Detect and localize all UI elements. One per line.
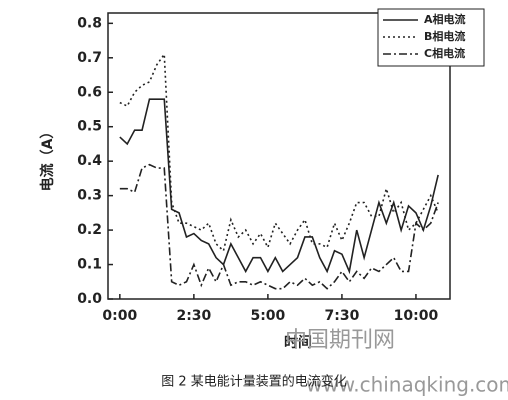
- series-line: [119, 52, 439, 253]
- watermark: 中国期刊网: [285, 328, 395, 353]
- x-tick-label: 10:00: [394, 308, 439, 324]
- caption: 图 2 某电能计量装置的电流变化: [161, 374, 347, 390]
- legend-label: C相电流: [424, 46, 465, 60]
- y-axis-label: 电流（A）: [39, 125, 56, 192]
- legend-label: B相电流: [424, 29, 465, 43]
- y-tick-label: 0.7: [77, 50, 102, 66]
- x-tick-label: 2:30: [176, 308, 211, 324]
- x-axis-label: 时间: [284, 334, 312, 351]
- series-line: [119, 163, 439, 290]
- y-tick-label: 0.2: [77, 222, 102, 238]
- y-tick-label: 0.0: [77, 291, 102, 307]
- series-line: [119, 98, 439, 275]
- legend-label: A相电流: [424, 12, 466, 26]
- y-tick-label: 0.3: [77, 188, 102, 204]
- y-tick-label: 0.5: [77, 119, 102, 135]
- y-tick-label: 0.1: [77, 257, 102, 273]
- y-tick-label: 0.6: [77, 84, 102, 100]
- legend-box: [377, 8, 485, 67]
- x-tick-label: 7:30: [325, 308, 360, 324]
- x-tick-label: 5:00: [250, 308, 285, 324]
- plot-frame: [107, 12, 451, 300]
- y-tick-label: 0.8: [77, 15, 102, 31]
- x-tick-label: 0:00: [102, 308, 137, 324]
- watermark: www.chinaqking.com: [306, 373, 508, 397]
- y-tick-label: 0.4: [77, 153, 102, 169]
